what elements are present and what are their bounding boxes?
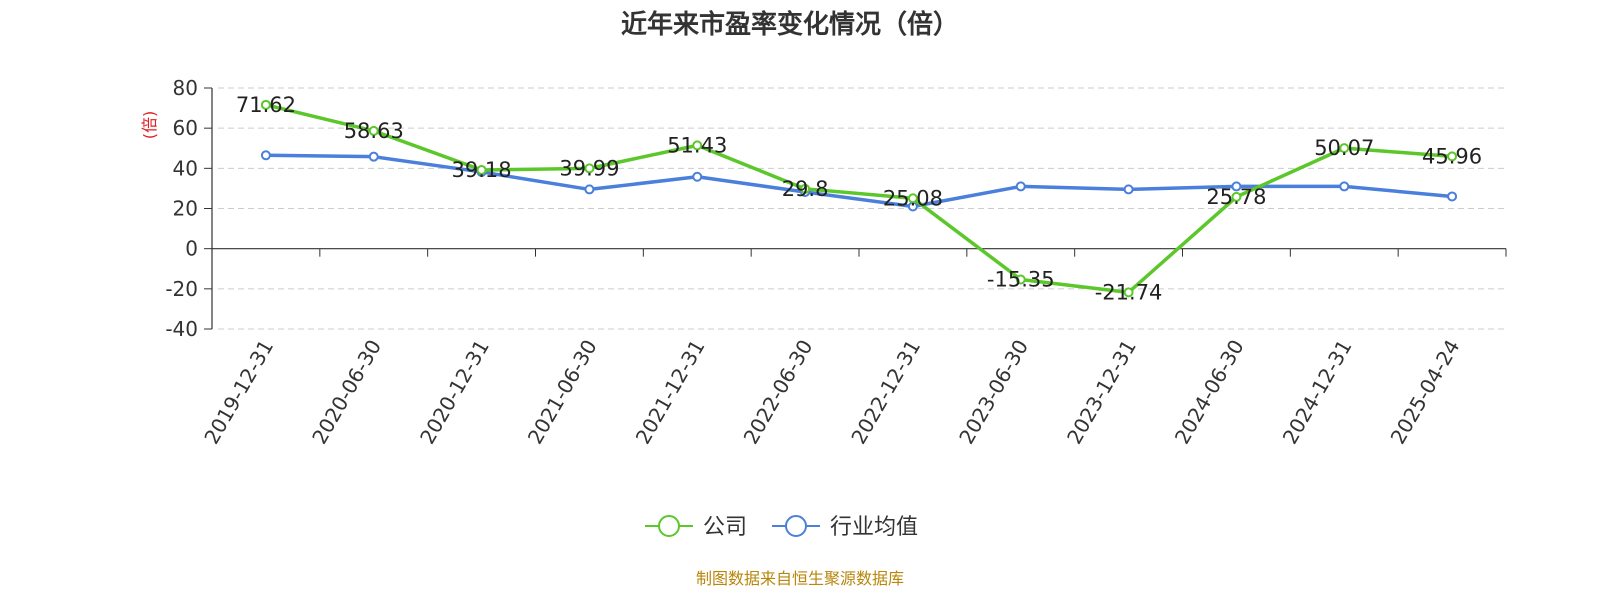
data-point — [476, 164, 487, 175]
data-label: 51.43 — [667, 133, 727, 157]
legend-label: 行业均值 — [830, 515, 918, 540]
data-point — [692, 171, 703, 182]
data-label: 50.07 — [1314, 136, 1374, 160]
data-point — [692, 140, 703, 151]
data-point — [584, 184, 595, 195]
data-point — [368, 125, 379, 136]
x-tick-label: 2019-12-31 — [199, 336, 278, 449]
data-label: 25.08 — [883, 186, 943, 210]
legend-label: 公司 — [703, 515, 747, 540]
y-tick-label: -20 — [165, 277, 198, 301]
x-tick-label: 2022-06-30 — [739, 336, 818, 449]
series-layer — [260, 99, 1458, 298]
data-point — [1447, 151, 1458, 162]
x-tick-label: 2021-12-31 — [631, 336, 710, 449]
data-point — [1339, 181, 1350, 192]
data-label: 71.62 — [236, 93, 296, 117]
x-tick-label: 2020-12-31 — [415, 336, 494, 449]
data-point — [800, 183, 811, 194]
data-label: 39.99 — [559, 156, 619, 180]
data-label: 39.18 — [452, 158, 512, 182]
legend-marker-icon — [785, 515, 807, 537]
data-point — [260, 150, 271, 161]
legend-item-company[interactable]: 公司 — [645, 515, 747, 540]
y-axis-unit-label: (倍) — [140, 111, 159, 140]
data-label: 58.63 — [344, 119, 404, 143]
legend[interactable]: 公司 行业均值 — [645, 515, 918, 540]
x-tick-label: 2024-06-30 — [1170, 336, 1249, 449]
data-point — [1339, 143, 1350, 154]
data-labels: 71.62 58.63 39.18 39.99 51.43 29.8 25.08 -15.35… — [236, 93, 1482, 304]
data-label: 29.8 — [782, 177, 829, 201]
y-tick-label: -40 — [165, 317, 198, 341]
x-tick-label: 2023-06-30 — [954, 336, 1033, 449]
data-point — [1231, 191, 1242, 202]
data-point — [1447, 191, 1458, 202]
data-point — [1123, 184, 1134, 195]
data-point — [584, 163, 595, 174]
x-tick-label: 2025-04-24 — [1386, 336, 1465, 449]
data-point — [1123, 287, 1134, 298]
x-axis-ticks: 2019-12-31 2020-06-30 2020-12-31 2021-06-30… — [199, 248, 1507, 449]
data-label: -21.74 — [1095, 280, 1163, 304]
y-tick-label: 40 — [173, 156, 198, 180]
grid-lines — [218, 87, 1506, 330]
y-tick-label: 0 — [185, 237, 198, 261]
y-axis-ticks: -40 -20 0 20 40 60 80 — [165, 76, 212, 341]
x-tick-label: 2020-06-30 — [307, 336, 386, 449]
legend-item-industry-average[interactable]: 行业均值 — [772, 515, 918, 540]
data-point — [1015, 181, 1026, 192]
y-tick-label: 60 — [173, 116, 198, 140]
y-tick-label: 20 — [173, 197, 198, 221]
series-line-company — [265, 103, 1453, 295]
data-point — [1231, 181, 1242, 192]
x-tick-label: 2023-12-31 — [1062, 336, 1141, 449]
data-label: -15.35 — [987, 267, 1055, 291]
data-source-note: 制图数据来自恒生聚源数据库 — [696, 569, 904, 588]
legend-marker-icon — [658, 515, 680, 537]
series-line-industry-average — [265, 153, 1453, 209]
data-point — [260, 99, 271, 110]
data-label: 25.78 — [1206, 185, 1266, 209]
data-point — [907, 193, 918, 204]
x-tick-label: 2022-12-31 — [846, 336, 925, 449]
data-point — [368, 151, 379, 162]
x-tick-label: 2021-06-30 — [523, 336, 602, 449]
data-label: 45.96 — [1422, 144, 1482, 168]
chart-title: 近年来市盈率变化情况（倍） — [621, 9, 959, 40]
data-point — [1015, 274, 1026, 285]
y-tick-label: 80 — [173, 76, 198, 100]
x-tick-label: 2024-12-31 — [1278, 336, 1357, 449]
